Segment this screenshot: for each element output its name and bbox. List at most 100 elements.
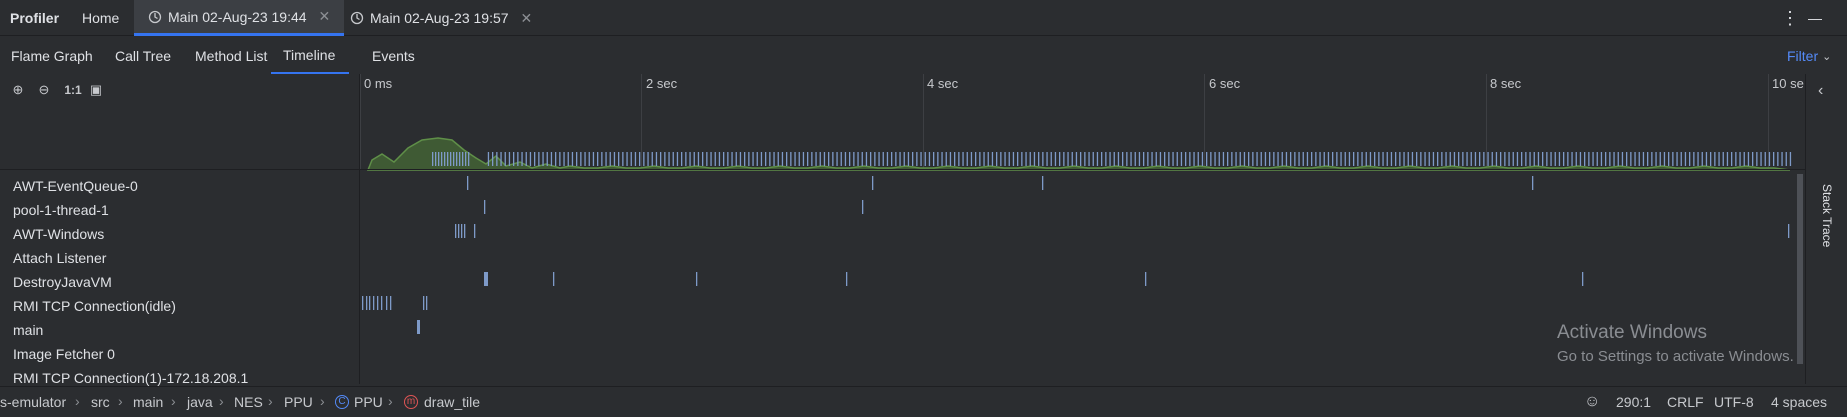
tick-label: 10 sec bbox=[1772, 76, 1804, 91]
thread-activity-mark bbox=[444, 152, 446, 166]
thread-activity-mark bbox=[1668, 152, 1670, 166]
thread-activity-mark bbox=[1063, 152, 1065, 166]
thread-activity-mark bbox=[1206, 152, 1208, 166]
thread-activity-mark bbox=[1512, 152, 1514, 166]
filter-button[interactable]: Filter ⌄ bbox=[1787, 38, 1831, 74]
tab-method-list[interactable]: Method List bbox=[195, 48, 268, 64]
tab-main-1957[interactable]: Main 02-Aug-23 19:57 ✕ bbox=[338, 0, 544, 36]
thread-activity-mark bbox=[1768, 152, 1771, 166]
thread-label[interactable]: AWT-EventQueue-0 bbox=[13, 178, 138, 194]
close-icon[interactable]: ✕ bbox=[520, 9, 533, 26]
indent-setting[interactable]: 4 spaces bbox=[1771, 394, 1828, 410]
thread-activity-mark bbox=[484, 200, 486, 214]
thread-activity-mark bbox=[1554, 152, 1556, 166]
thread-activity-mark bbox=[386, 296, 388, 310]
thread-label[interactable]: pool-1-thread-1 bbox=[13, 202, 109, 218]
thread-activity-mark bbox=[1558, 152, 1561, 166]
thread-activity-mark bbox=[1575, 152, 1577, 166]
view-tabs: Flame Graph Call Tree Method List Timeli… bbox=[0, 38, 1847, 74]
thread-activity-mark bbox=[1327, 152, 1330, 166]
cursor-position[interactable]: 290:1 bbox=[1616, 394, 1652, 410]
thread-activity-mark bbox=[1630, 152, 1632, 166]
thread-activity-mark bbox=[1582, 272, 1584, 286]
close-icon[interactable]: ✕ bbox=[318, 8, 331, 24]
thread-label[interactable]: main bbox=[13, 322, 44, 338]
thread-activity-mark bbox=[559, 152, 561, 166]
thread-activity-mark bbox=[1382, 152, 1384, 166]
thread-activity-mark bbox=[1735, 152, 1737, 166]
tab-flame-graph[interactable]: Flame Graph bbox=[11, 48, 93, 64]
thread-activity-mark bbox=[1122, 152, 1124, 166]
thread-activity-mark bbox=[1306, 152, 1309, 166]
thread-activity-mark bbox=[1193, 152, 1195, 166]
copilot-icon[interactable]: ☺ bbox=[1584, 393, 1601, 410]
tab-home[interactable]: Home bbox=[70, 0, 131, 36]
fit-icon[interactable]: ▣ bbox=[89, 82, 103, 97]
thread-activity-mark bbox=[1353, 152, 1355, 166]
stack-trace-tab[interactable]: Stack Trace bbox=[1808, 184, 1844, 264]
thread-activity-mark bbox=[1638, 152, 1640, 166]
tab-call-tree[interactable]: Call Tree bbox=[115, 48, 172, 64]
thread-activity-mark bbox=[1529, 152, 1531, 166]
more-options-icon[interactable]: ⋮ bbox=[1781, 7, 1799, 28]
thread-activity-mark bbox=[618, 152, 620, 166]
thread-activity-mark bbox=[456, 152, 458, 166]
thread-activity-mark bbox=[1294, 152, 1296, 166]
timeline-canvas[interactable] bbox=[360, 74, 1805, 384]
thread-activity-mark bbox=[1176, 152, 1178, 166]
thread-activity-mark bbox=[432, 152, 434, 166]
thread-activity-mark bbox=[1642, 152, 1645, 166]
breadcrumb-item[interactable]: draw_tile bbox=[424, 394, 481, 410]
breadcrumb-item[interactable]: PPU bbox=[284, 394, 313, 410]
thread-activity-mark bbox=[996, 152, 998, 166]
breadcrumb-item[interactable]: s-emulator bbox=[0, 394, 67, 410]
breadcrumb-item[interactable]: src bbox=[91, 394, 110, 410]
breadcrumb-item[interactable]: java bbox=[187, 394, 213, 410]
thread-activity-mark bbox=[933, 152, 935, 166]
breadcrumb-item[interactable]: NES bbox=[234, 394, 263, 410]
thread-activity-mark bbox=[1096, 152, 1099, 166]
chevron-left-icon[interactable]: ‹ bbox=[1818, 82, 1824, 99]
thread-activity-mark bbox=[500, 152, 502, 166]
tab-main-1944[interactable]: Main 02-Aug-23 19:44 ✕ bbox=[134, 0, 345, 36]
thread-label[interactable]: Image Fetcher 0 bbox=[13, 346, 115, 362]
thread-label[interactable]: Attach Listener bbox=[13, 250, 107, 266]
tab-timeline[interactable]: Timeline bbox=[271, 38, 349, 74]
thread-activity-mark bbox=[651, 152, 653, 166]
thread-activity-mark bbox=[1437, 152, 1439, 166]
breadcrumb-item[interactable]: PPU bbox=[354, 394, 383, 410]
thread-activity-mark bbox=[605, 152, 607, 166]
file-encoding[interactable]: UTF-8 bbox=[1714, 394, 1754, 410]
thread-activity-mark bbox=[496, 152, 498, 166]
thread-activity-mark bbox=[1273, 152, 1275, 166]
thread-activity-mark bbox=[487, 152, 490, 166]
breadcrumb-item[interactable]: main bbox=[133, 394, 164, 410]
thread-activity-mark bbox=[1214, 152, 1216, 166]
vertical-scrollbar[interactable] bbox=[1797, 174, 1803, 364]
line-ending[interactable]: CRLF bbox=[1667, 394, 1704, 410]
thread-label[interactable]: AWT-Windows bbox=[13, 226, 105, 242]
thread-activity-mark bbox=[1235, 152, 1237, 166]
thread-activity-mark bbox=[744, 152, 746, 166]
tick-label: 8 sec bbox=[1490, 76, 1522, 91]
thread-label[interactable]: RMI TCP Connection(1)-172.18.208.1 bbox=[13, 370, 249, 386]
thread-activity-mark bbox=[1101, 152, 1103, 166]
reset-zoom-button[interactable]: 1:1 bbox=[64, 83, 82, 97]
minimize-icon[interactable]: — bbox=[1808, 10, 1822, 26]
tab-main-1957-label: Main 02-Aug-23 19:57 bbox=[370, 10, 509, 26]
thread-activity-mark bbox=[492, 152, 494, 166]
thread-activity-mark bbox=[1017, 152, 1019, 166]
thread-label[interactable]: RMI TCP Connection(idle) bbox=[13, 298, 176, 314]
thread-activity-mark bbox=[1613, 152, 1615, 166]
thread-activity-mark bbox=[576, 152, 578, 166]
zoom-out-icon[interactable]: ⊖ bbox=[38, 82, 50, 97]
thread-label[interactable]: DestroyJavaVM bbox=[13, 274, 112, 290]
thread-activity-mark bbox=[1080, 152, 1082, 166]
tab-events[interactable]: Events bbox=[372, 48, 415, 64]
zoom-in-icon[interactable]: ⊕ bbox=[12, 82, 24, 97]
thread-activity-mark bbox=[613, 152, 616, 166]
thread-activity-mark bbox=[390, 296, 392, 310]
thread-activity-mark bbox=[1332, 152, 1334, 166]
thread-activity-mark bbox=[1521, 152, 1523, 166]
thread-activity-mark bbox=[1145, 272, 1147, 286]
